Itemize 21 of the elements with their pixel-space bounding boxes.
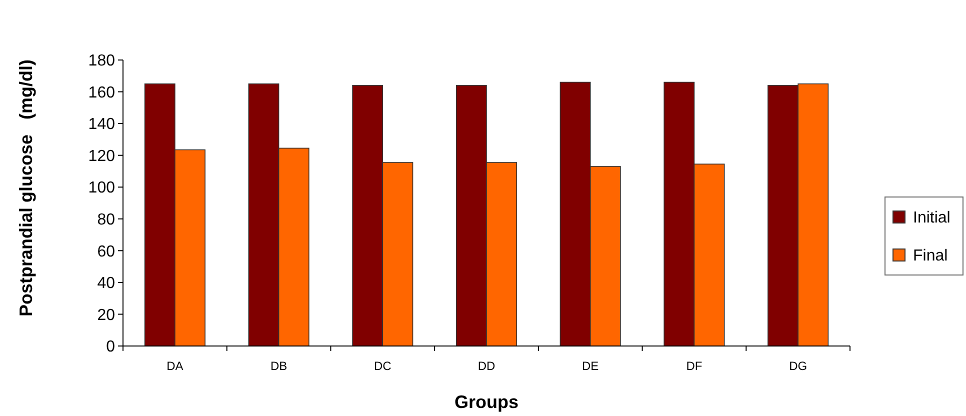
y-tick-label: 80 (97, 211, 116, 228)
y-tick-label: 0 (106, 338, 116, 356)
y-tick-label: 20 (97, 306, 116, 324)
x-tick-label: DD (478, 359, 496, 373)
y-tick-label: 160 (88, 84, 116, 102)
y-tick-label: 180 (88, 52, 116, 70)
x-tick-label: DF (686, 359, 702, 373)
legend-label: Final (913, 248, 948, 265)
y-tick-label: 60 (97, 243, 116, 260)
y-tick-label: 40 (97, 275, 116, 292)
y-tick-label: 120 (88, 148, 116, 165)
x-tick-label: DG (789, 359, 808, 373)
y-tick-label: 140 (88, 116, 116, 134)
x-tick-label: DE (582, 359, 599, 373)
y-axis-title: Postprandial glucose (mg/dl) (16, 59, 36, 317)
x-tick-label: DC (374, 359, 392, 373)
x-tick-label: DB (270, 359, 288, 373)
x-axis-title: Groups (454, 392, 519, 412)
y-tick-label: 100 (88, 180, 116, 197)
legend-label: Initial (913, 210, 950, 227)
x-tick-label: DA (166, 359, 184, 373)
